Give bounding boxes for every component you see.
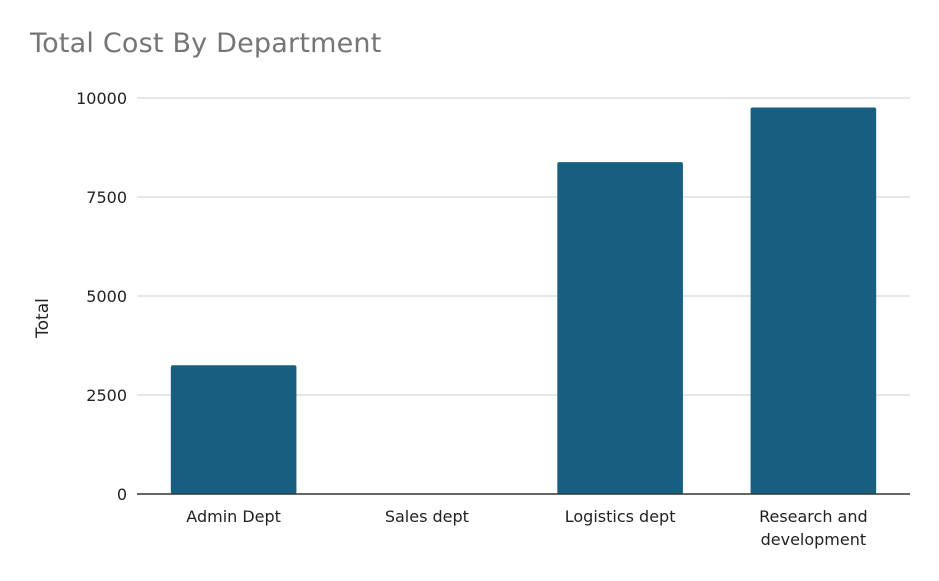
bars xyxy=(170,107,877,495)
x-tick-label: Logistics dept xyxy=(565,507,676,526)
y-axis-label: Total xyxy=(33,298,53,339)
y-tick-label: 2500 xyxy=(86,386,127,405)
x-tick-label: Admin Dept xyxy=(186,507,281,526)
y-tick-label: 5000 xyxy=(86,287,127,306)
bar xyxy=(170,365,297,494)
tick-labels: 0 2500 5000 7500 10000 Admin Dept Sales dept Lo… xyxy=(76,89,868,549)
y-tick-label: 0 xyxy=(117,485,127,504)
y-tick-label: 7500 xyxy=(86,188,127,207)
bar xyxy=(750,107,877,494)
x-tick-label: Research and development xyxy=(759,507,868,549)
chart-title: Total Cost By Department xyxy=(30,28,382,59)
bar xyxy=(557,162,683,495)
y-tick-label: 10000 xyxy=(76,89,127,108)
x-tick-label: Sales dept xyxy=(385,507,469,526)
